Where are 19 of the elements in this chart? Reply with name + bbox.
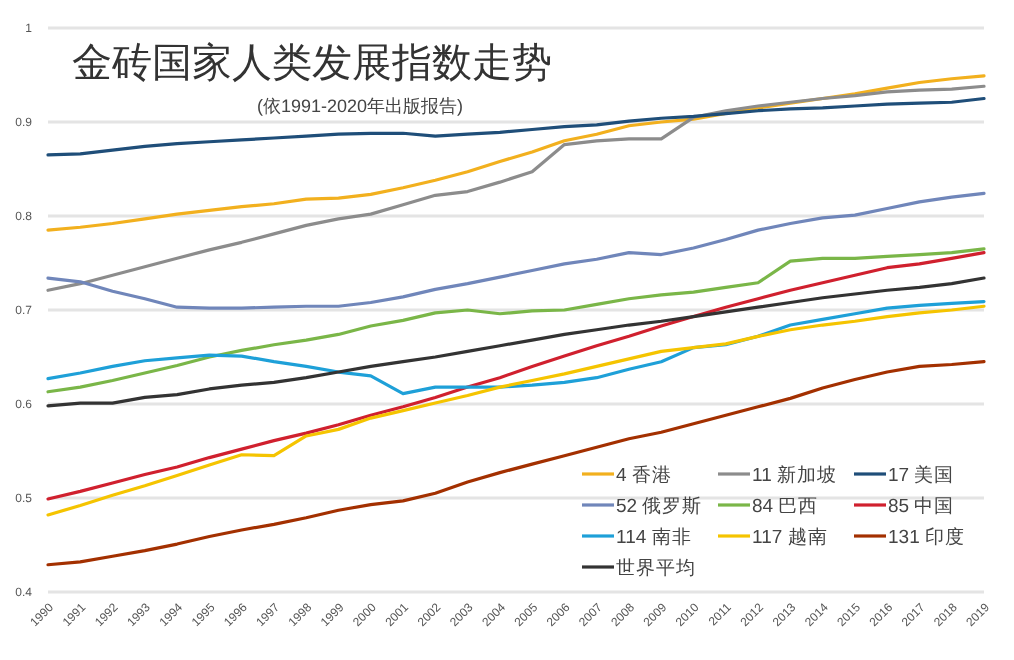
line-series <box>46 276 986 408</box>
legend-label: 11 新加坡 <box>752 463 838 487</box>
chart-title: 金砖国家人类发展指数走势 <box>72 42 552 86</box>
legend-label: 52 俄罗斯 <box>616 494 703 518</box>
legend-label: 4 香港 <box>616 463 672 487</box>
legend-label: 117 越南 <box>752 525 828 549</box>
line-series <box>46 299 986 396</box>
legend-label: 17 美国 <box>888 463 955 487</box>
line-series <box>46 304 986 517</box>
line-series <box>46 84 986 292</box>
legend-label: 84 巴西 <box>752 496 819 518</box>
legend-label: 131 印度 <box>888 525 965 549</box>
legend-label: 85 中国 <box>888 494 955 518</box>
line-series <box>46 191 986 310</box>
text: (依1991-2020年出版报告) <box>256 96 464 116</box>
legend-label: 世界平均 <box>616 556 696 580</box>
line-series <box>46 247 986 394</box>
line-series <box>46 96 986 157</box>
legend-label: 114 南非 <box>616 525 692 549</box>
